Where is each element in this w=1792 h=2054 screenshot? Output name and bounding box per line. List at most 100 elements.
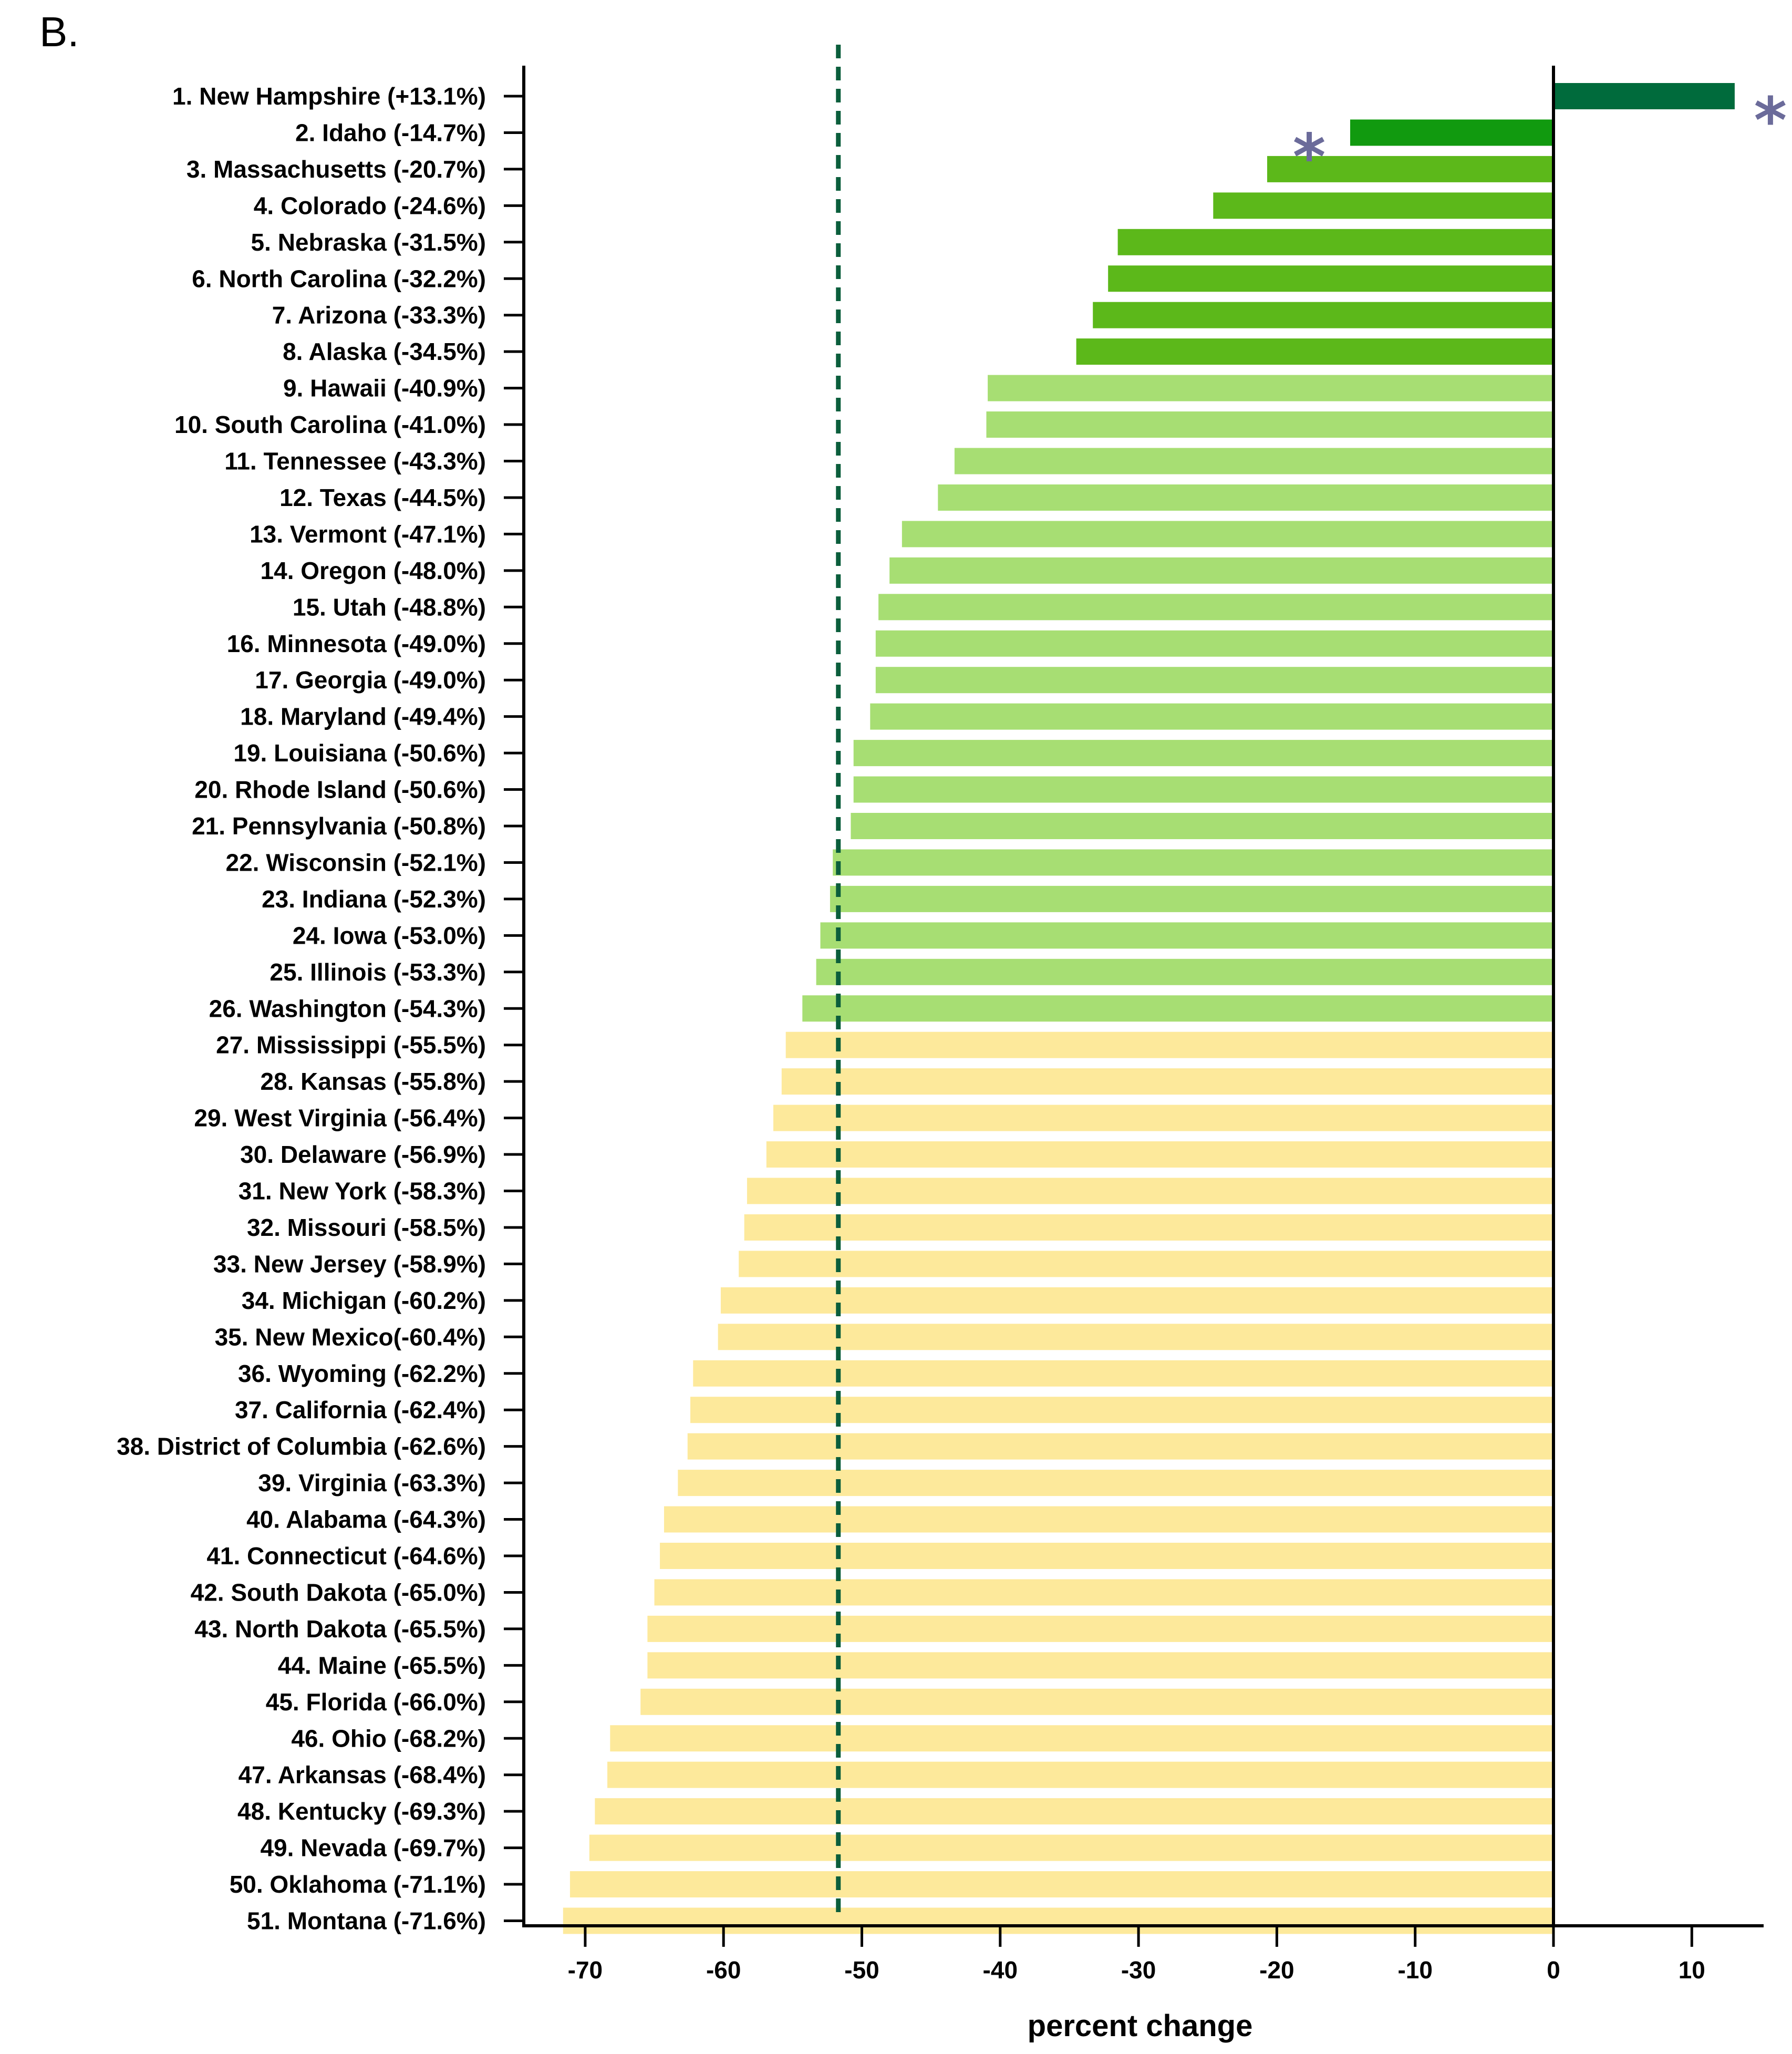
category-label: 25. Illinois (-53.3%)	[270, 958, 486, 986]
category-label: 50. Oklahoma (-71.1%)	[230, 1871, 486, 1898]
bar	[610, 1725, 1553, 1752]
bar	[988, 375, 1553, 401]
category-label: 38. District of Columbia (-62.6%)	[117, 1433, 486, 1460]
category-label: 20. Rhode Island (-50.6%)	[194, 776, 486, 803]
category-label: 26. Washington (-54.3%)	[209, 995, 486, 1022]
category-label: 11. Tennessee (-43.3%)	[224, 448, 486, 475]
category-label: 18. Maryland (-49.4%)	[240, 703, 486, 730]
category-label: 12. Texas (-44.5%)	[279, 484, 486, 511]
bar	[720, 1287, 1553, 1314]
category-label: 14. Oregon (-48.0%)	[261, 557, 486, 584]
bar	[954, 448, 1553, 474]
bar	[569, 1871, 1553, 1898]
bar	[647, 1615, 1553, 1642]
bar	[773, 1105, 1553, 1131]
category-label: 6. North Carolina (-32.2%)	[192, 265, 486, 292]
category-label: 22. Wisconsin (-52.1%)	[225, 849, 486, 876]
bar	[875, 667, 1553, 694]
category-labels-group: 1. New Hampshire (+13.1%) 2. Idaho (-14.7…	[117, 82, 524, 1935]
category-label: 47. Arkansas (-68.4%)	[239, 1761, 486, 1789]
bars-group	[563, 83, 1735, 1934]
category-label: 46. Ohio (-68.2%)	[291, 1725, 486, 1752]
x-tick-label: 10	[1679, 1956, 1705, 1984]
category-label: 3. Massachusetts (-20.7%)	[187, 156, 486, 183]
bar	[693, 1360, 1553, 1387]
category-label: 42. South Dakota (-65.0%)	[191, 1578, 486, 1606]
axes-group	[522, 66, 1764, 1927]
category-label: 13. Vermont (-47.1%)	[250, 520, 486, 548]
bar	[1076, 338, 1553, 365]
category-label: 2. Idaho (-14.7%)	[295, 119, 486, 146]
x-tick-label: -20	[1259, 1956, 1294, 1984]
bar	[589, 1834, 1553, 1861]
bar	[816, 958, 1553, 985]
significance-marker: *	[1754, 85, 1787, 158]
category-label: 44. Maine (-65.5%)	[278, 1652, 486, 1679]
bar	[889, 557, 1553, 584]
bar	[781, 1068, 1553, 1095]
category-label: 24. Iowa (-53.0%)	[293, 922, 486, 949]
bar	[563, 1907, 1553, 1934]
bar	[830, 885, 1553, 912]
bar	[690, 1397, 1553, 1423]
bar	[664, 1506, 1553, 1533]
x-ticks-group: -70 -60 -50 -40 -30 -20 -10 0 10	[568, 1926, 1705, 1984]
x-tick-label: -50	[844, 1956, 879, 1984]
bar	[747, 1178, 1553, 1204]
category-label: 16. Minnesota (-49.0%)	[227, 630, 486, 657]
bar	[1108, 265, 1553, 292]
bar	[1117, 229, 1553, 255]
bar	[744, 1214, 1553, 1241]
bar	[1093, 302, 1553, 328]
bar	[986, 411, 1553, 438]
category-label: 10. South Carolina (-41.0%)	[174, 411, 486, 438]
x-tick-label: -30	[1121, 1956, 1156, 1984]
category-label: 15. Utah (-48.8%)	[293, 593, 486, 621]
category-label: 7. Arizona (-33.3%)	[272, 302, 486, 329]
category-label: 8. Alaska (-34.5%)	[283, 338, 486, 365]
panel-label: B.	[39, 8, 79, 55]
category-label: 32. Missouri (-58.5%)	[247, 1214, 486, 1241]
category-label: 27. Mississippi (-55.5%)	[216, 1031, 486, 1059]
category-label: 37. California (-62.4%)	[235, 1396, 486, 1423]
category-label: 29. West Virginia (-56.4%)	[194, 1105, 486, 1132]
bar	[870, 703, 1553, 730]
bar	[595, 1798, 1553, 1825]
bar	[678, 1470, 1553, 1496]
category-label: 49. Nevada (-69.7%)	[260, 1834, 486, 1862]
category-label: 23. Indiana (-52.3%)	[262, 885, 486, 913]
category-label: 1. New Hampshire (+13.1%)	[172, 82, 486, 110]
x-axis-title: percent change	[1028, 2009, 1253, 2043]
bar	[902, 521, 1553, 548]
bar	[875, 630, 1553, 657]
category-label: 28. Kansas (-55.8%)	[260, 1068, 486, 1095]
bar	[938, 484, 1553, 511]
bar	[853, 776, 1553, 803]
x-tick-label: -70	[568, 1956, 603, 1984]
bar	[853, 740, 1553, 767]
x-tick-label: -10	[1397, 1956, 1432, 1984]
category-label: 19. Louisiana (-50.6%)	[233, 739, 486, 767]
category-label: 30. Delaware (-56.9%)	[240, 1141, 486, 1168]
bar	[820, 922, 1553, 949]
bar	[802, 995, 1553, 1022]
category-label: 31. New York (-58.3%)	[239, 1178, 486, 1205]
bar	[647, 1652, 1553, 1679]
significance-markers-group: **	[1293, 85, 1787, 194]
bar	[687, 1433, 1553, 1460]
category-label: 4. Colorado (-24.6%)	[254, 192, 486, 219]
bar	[654, 1579, 1553, 1606]
bar	[851, 813, 1553, 839]
bar	[766, 1141, 1553, 1168]
category-label: 35. New Mexico(-60.4%)	[215, 1323, 486, 1350]
bar	[1267, 156, 1553, 182]
bar	[833, 849, 1553, 876]
category-label: 36. Wyoming (-62.2%)	[238, 1360, 486, 1387]
category-label: 9. Hawaii (-40.9%)	[283, 375, 486, 402]
x-tick-label: -40	[983, 1956, 1018, 1984]
category-label: 41. Connecticut (-64.6%)	[206, 1542, 486, 1570]
category-label: 40. Alabama (-64.3%)	[246, 1506, 486, 1533]
category-label: 21. Pennsylvania (-50.8%)	[192, 812, 486, 840]
category-label: 48. Kentucky (-69.3%)	[237, 1798, 486, 1825]
